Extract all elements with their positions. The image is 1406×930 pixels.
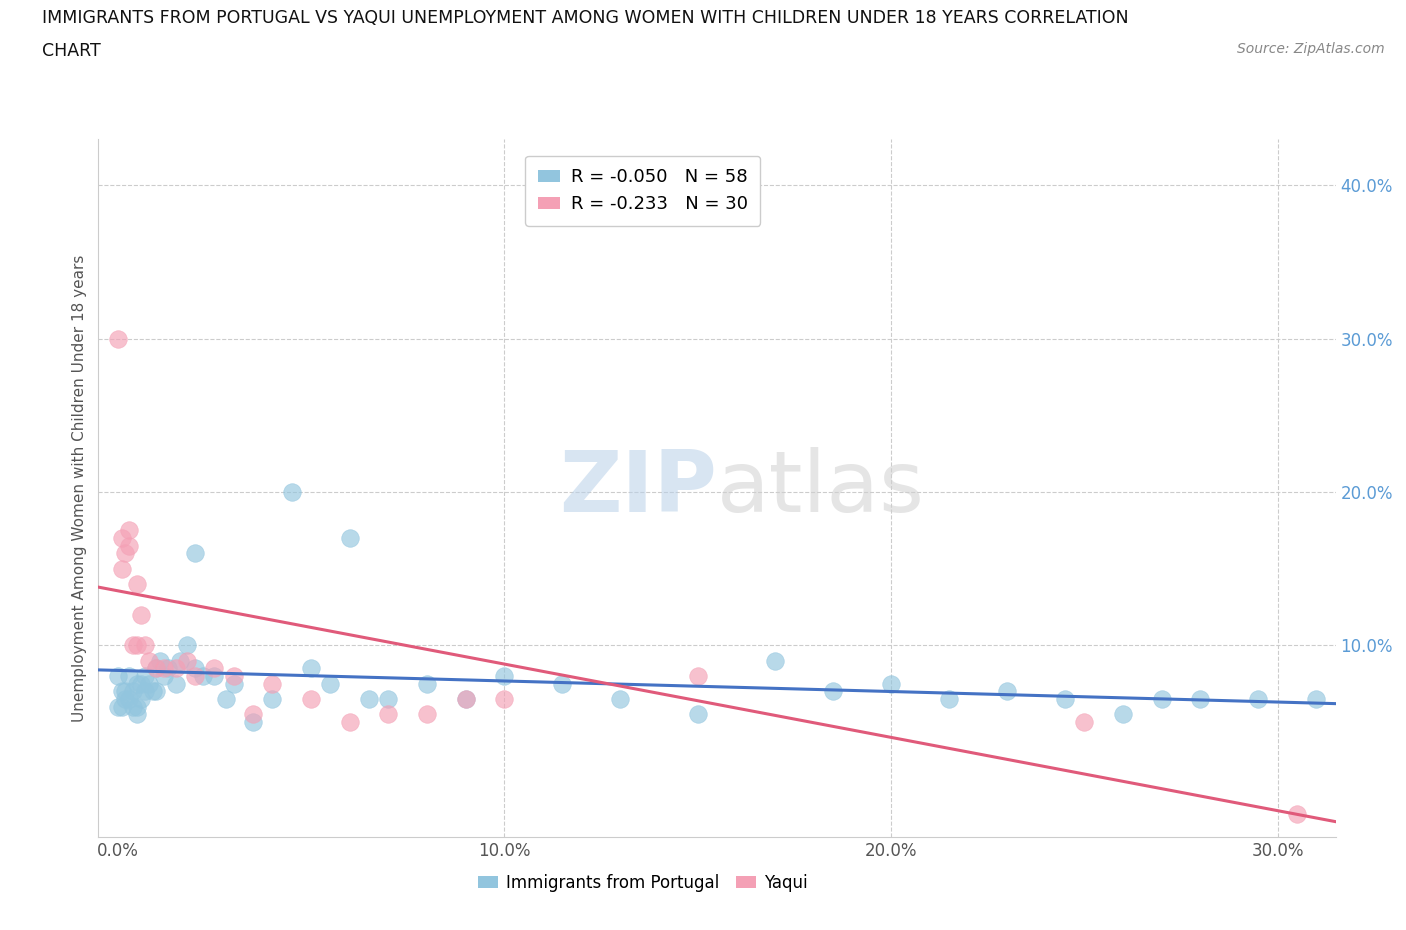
Point — [1247, 692, 1270, 707]
Point — [153, 661, 176, 676]
Point — [1150, 692, 1173, 707]
Point — [145, 661, 167, 676]
Point — [494, 692, 516, 707]
Point — [107, 669, 129, 684]
Point — [111, 562, 134, 577]
Point — [153, 669, 176, 684]
Text: IMMIGRANTS FROM PORTUGAL VS YAQUI UNEMPLOYMENT AMONG WOMEN WITH CHILDREN UNDER 1: IMMIGRANTS FROM PORTUGAL VS YAQUI UNEMPL… — [42, 9, 1129, 27]
Point — [359, 692, 381, 707]
Point — [118, 669, 141, 684]
Point — [129, 692, 152, 707]
Point — [454, 692, 477, 707]
Point — [184, 669, 207, 684]
Point — [319, 676, 342, 691]
Point — [134, 638, 156, 653]
Point — [686, 669, 709, 684]
Point — [222, 669, 245, 684]
Text: atlas: atlas — [717, 446, 925, 530]
Point — [377, 707, 399, 722]
Point — [215, 692, 238, 707]
Point — [127, 577, 149, 591]
Point — [938, 692, 960, 707]
Point — [127, 699, 149, 714]
Point — [262, 676, 284, 691]
Point — [281, 485, 304, 499]
Point — [176, 638, 198, 653]
Point — [1054, 692, 1077, 707]
Point — [339, 531, 361, 546]
Text: CHART: CHART — [42, 42, 101, 60]
Point — [242, 707, 264, 722]
Point — [1286, 806, 1309, 821]
Point — [299, 661, 322, 676]
Point — [821, 684, 844, 698]
Point — [191, 669, 214, 684]
Point — [138, 653, 160, 668]
Point — [609, 692, 631, 707]
Point — [995, 684, 1018, 698]
Point — [204, 661, 226, 676]
Point — [1073, 714, 1095, 729]
Point — [1112, 707, 1135, 722]
Point — [111, 684, 134, 698]
Point — [122, 699, 145, 714]
Point — [129, 607, 152, 622]
Point — [118, 692, 141, 707]
Point — [299, 692, 322, 707]
Point — [118, 523, 141, 538]
Point — [107, 331, 129, 346]
Point — [118, 538, 141, 553]
Point — [165, 676, 187, 691]
Point — [204, 669, 226, 684]
Point — [127, 676, 149, 691]
Point — [157, 661, 180, 676]
Point — [222, 676, 245, 691]
Point — [127, 707, 149, 722]
Point — [169, 653, 191, 668]
Point — [1189, 692, 1212, 707]
Point — [454, 692, 477, 707]
Point — [339, 714, 361, 729]
Y-axis label: Unemployment Among Women with Children Under 18 years: Unemployment Among Women with Children U… — [72, 255, 87, 722]
Legend: Immigrants from Portugal, Yaqui: Immigrants from Portugal, Yaqui — [471, 867, 814, 898]
Point — [111, 531, 134, 546]
Point — [184, 661, 207, 676]
Point — [686, 707, 709, 722]
Point — [127, 638, 149, 653]
Point — [1305, 692, 1327, 707]
Point — [377, 692, 399, 707]
Point — [138, 676, 160, 691]
Point — [114, 684, 136, 698]
Point — [184, 546, 207, 561]
Point — [176, 653, 198, 668]
Point — [141, 684, 165, 698]
Point — [145, 684, 167, 698]
Point — [880, 676, 903, 691]
Point — [165, 661, 187, 676]
Point — [416, 676, 439, 691]
Point — [134, 684, 156, 698]
Point — [114, 546, 136, 561]
Text: ZIP: ZIP — [560, 446, 717, 530]
Point — [242, 714, 264, 729]
Point — [416, 707, 439, 722]
Point — [763, 653, 786, 668]
Point — [149, 653, 172, 668]
Point — [114, 692, 136, 707]
Point — [122, 638, 145, 653]
Point — [122, 684, 145, 698]
Point — [107, 699, 129, 714]
Point — [145, 661, 167, 676]
Point — [494, 669, 516, 684]
Point — [111, 699, 134, 714]
Point — [262, 692, 284, 707]
Point — [134, 669, 156, 684]
Point — [551, 676, 574, 691]
Point — [129, 676, 152, 691]
Text: Source: ZipAtlas.com: Source: ZipAtlas.com — [1237, 42, 1385, 56]
